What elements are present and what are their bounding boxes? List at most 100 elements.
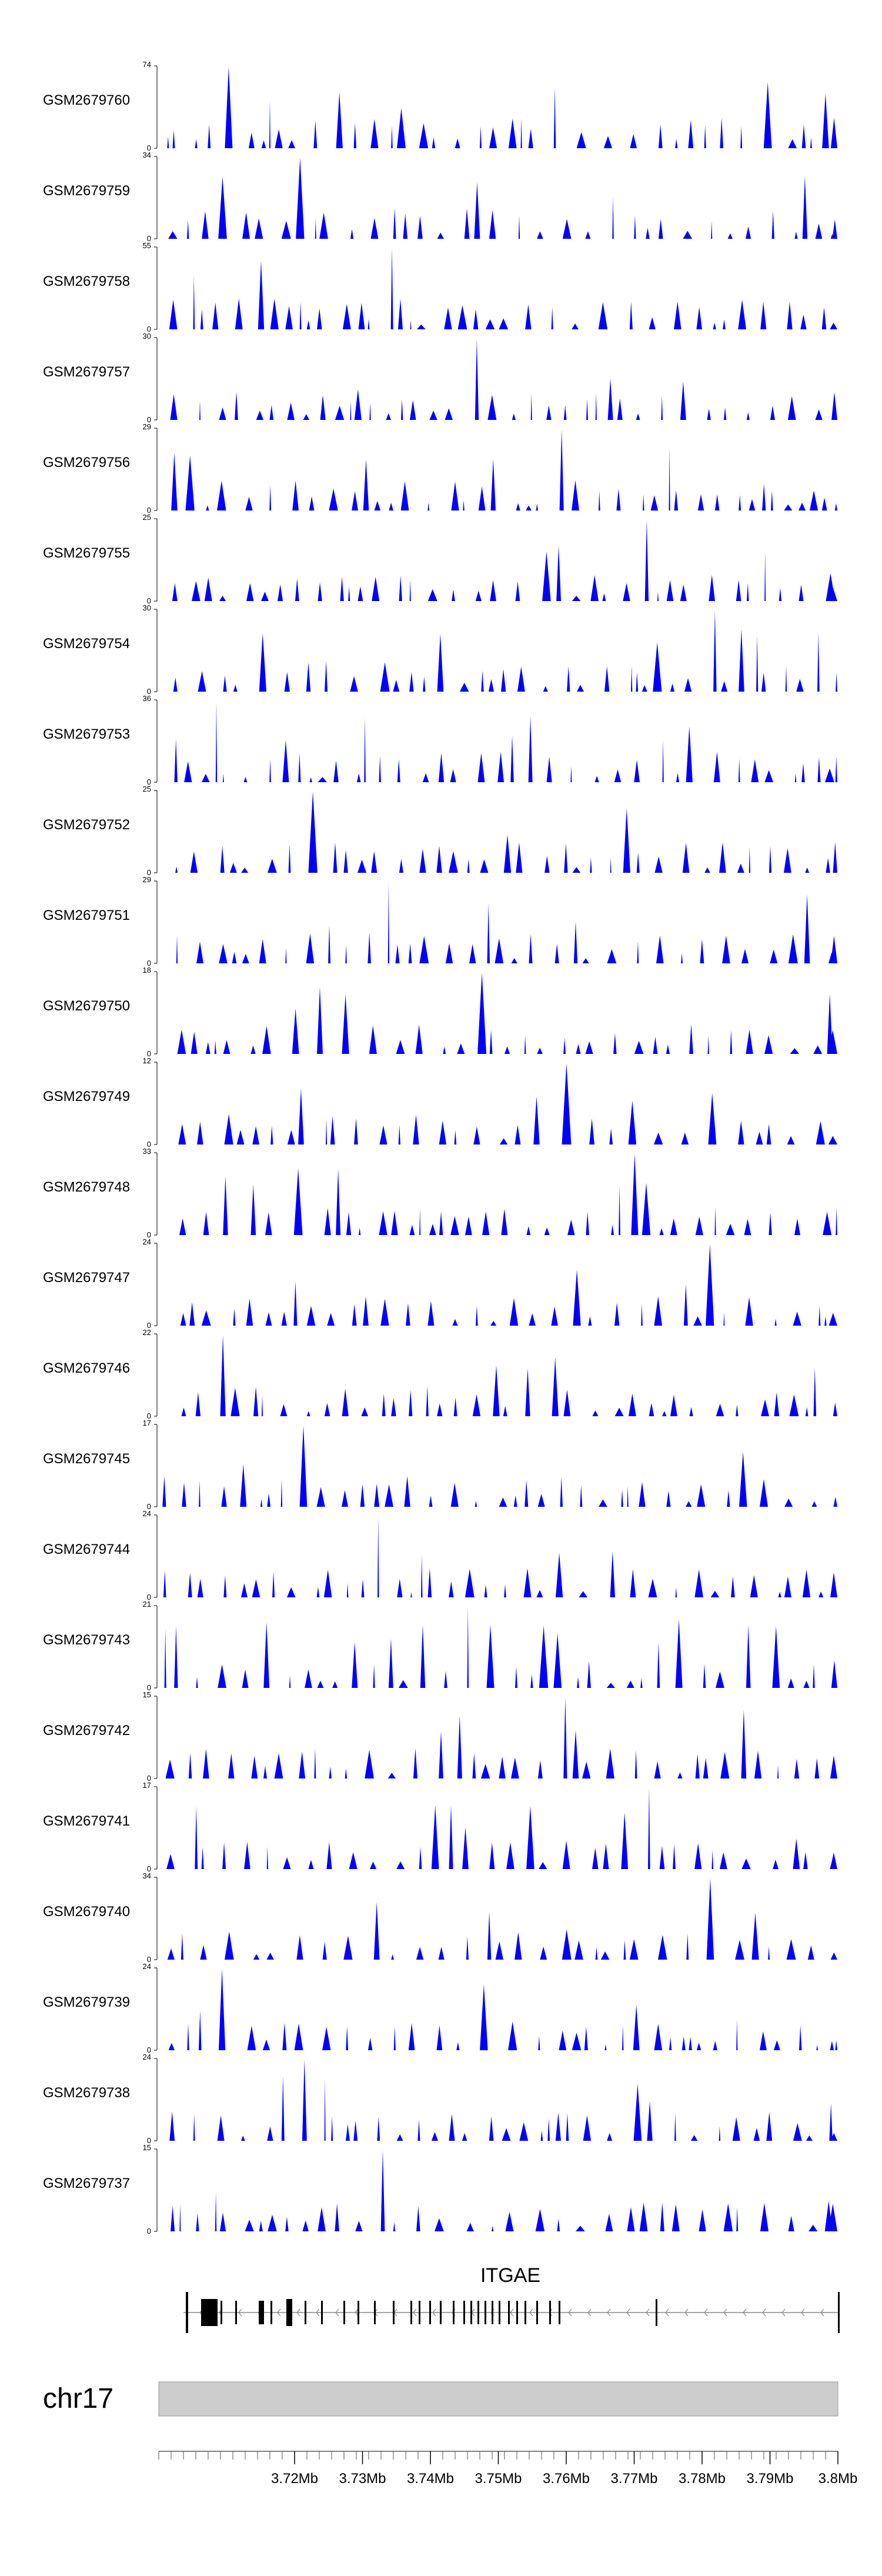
coverage-area [159, 1878, 838, 1960]
coverage-tracks: GSM2679760740GSM2679759340GSM2679758550G… [43, 60, 838, 2235]
y-tick-label-zero: 0 [147, 1683, 151, 1692]
coverage-track: GSM2679747 24 0 [43, 1237, 838, 1330]
coverage-area [159, 1063, 838, 1144]
strand-arrow [723, 2308, 727, 2317]
coverage-track: GSM2679759 34 0 [43, 151, 838, 243]
y-tick-label-max: 36 [143, 694, 151, 703]
y-tick-label-max: 21 [143, 1600, 151, 1609]
x-tick-label: 3.79Mb [746, 2471, 793, 2487]
y-tick-label-zero: 0 [147, 687, 151, 696]
strand-arrow [626, 2308, 630, 2317]
y-tick-label-max: 17 [143, 1781, 151, 1790]
coverage-area [159, 792, 838, 873]
y-tick-label-max: 17 [143, 1419, 151, 1427]
gene-exon [485, 2301, 486, 2324]
strand-arrow [801, 2308, 805, 2317]
track-label: GSM2679738 [43, 2085, 130, 2101]
coverage-area [159, 1426, 838, 1507]
gene-exon [536, 2301, 538, 2324]
y-tick-label-max: 33 [143, 1147, 151, 1156]
coverage-track: GSM2679742 15 0 [43, 1690, 838, 1783]
coverage-area [159, 1607, 838, 1688]
track-label: GSM2679744 [43, 1541, 130, 1557]
strand-arrow [432, 2308, 436, 2317]
y-tick-label-max: 24 [143, 1237, 151, 1246]
y-tick-label-zero: 0 [147, 144, 151, 152]
gene-exon [410, 2301, 412, 2324]
gene-exon [549, 2301, 551, 2324]
track-label: GSM2679759 [43, 183, 130, 199]
gene-exon [235, 2301, 237, 2324]
track-label: GSM2679751 [43, 907, 130, 923]
gene-exon [559, 2301, 560, 2324]
x-tick-label: 3.76Mb [543, 2471, 590, 2487]
coverage-track: GSM2679743 21 0 [43, 1600, 838, 1692]
x-tick-label: 3.73Mb [339, 2471, 386, 2487]
y-tick-label-zero: 0 [147, 2136, 151, 2145]
coverage-area [159, 1244, 838, 1326]
strand-arrow [684, 2308, 689, 2317]
coverage-track: GSM2679749 12 0 [43, 1056, 838, 1149]
strand-arrow [607, 2308, 611, 2317]
y-tick-label-max: 22 [143, 1328, 151, 1337]
strand-arrow [587, 2308, 592, 2317]
coverage-area [159, 158, 838, 239]
coverage-area [159, 248, 838, 329]
coverage-track: GSM2679753 36 0 [43, 694, 838, 786]
y-tick-label-max: 15 [143, 1690, 151, 1699]
gene-exon [477, 2301, 479, 2324]
y-tick-label-max: 12 [143, 1056, 151, 1065]
coverage-track: GSM2679752 25 0 [43, 785, 838, 877]
x-tick-label: 3.78Mb [679, 2471, 726, 2487]
track-label: GSM2679754 [43, 636, 130, 652]
coverage-track: GSM2679754 30 0 [43, 603, 838, 696]
chromosome-label: chr17 [43, 2383, 113, 2414]
coverage-track: GSM2679740 34 0 [43, 1871, 838, 1964]
coverage-track: GSM2679751 29 0 [43, 875, 838, 967]
gene-exon [286, 2299, 292, 2326]
y-tick-label-max: 24 [143, 1962, 151, 1971]
coverage-area [159, 67, 838, 148]
track-label: GSM2679737 [43, 2175, 130, 2191]
gene-exon [374, 2301, 376, 2324]
track-label: GSM2679746 [43, 1360, 130, 1376]
genomic-x-axis: 3.72Mb 3.73Mb 3.74Mb 3.75Mb 3.76Mb 3.77Mb 3.78… [158, 2451, 857, 2487]
coverage-area [159, 1154, 838, 1235]
coverage-track: GSM2679741 17 0 [43, 1781, 838, 1873]
y-tick-label-max: 25 [143, 785, 151, 793]
y-tick-label-max: 30 [143, 332, 151, 341]
track-label: GSM2679756 [43, 455, 130, 471]
y-tick-label-zero: 0 [147, 778, 151, 786]
y-tick-label-zero: 0 [147, 325, 151, 333]
track-label: GSM2679749 [43, 1089, 130, 1105]
gene-exon [508, 2301, 510, 2324]
coverage-track: GSM2679744 24 0 [43, 1509, 838, 1601]
chromosome-ideogram: chr17 [43, 2381, 838, 2417]
gene-exon [524, 2301, 526, 2324]
track-label: GSM2679750 [43, 998, 130, 1014]
gene-exon [220, 2301, 222, 2324]
gene-exon [419, 2301, 420, 2324]
track-label: GSM2679757 [43, 364, 130, 380]
coverage-area [159, 1969, 838, 2050]
track-label: GSM2679753 [43, 726, 130, 742]
y-tick-label-zero: 0 [147, 1230, 151, 1239]
coverage-track: GSM2679737 15 0 [43, 2143, 838, 2235]
chromosome-band [158, 2381, 838, 2417]
gene-exon [656, 2299, 657, 2326]
coverage-track: GSM2679756 29 0 [43, 422, 838, 515]
strand-arrow [277, 2308, 281, 2317]
y-tick-label-zero: 0 [147, 1412, 151, 1420]
gene-exon [358, 2301, 359, 2324]
coverage-track: GSM2679748 33 0 [43, 1147, 838, 1239]
y-tick-label-zero: 0 [147, 596, 151, 605]
y-tick-label-zero: 0 [147, 1955, 151, 1964]
coverage-area [159, 1335, 838, 1416]
gene-exon [429, 2301, 431, 2324]
gene-model: ITGAE [183, 2264, 840, 2333]
gene-exon [259, 2301, 264, 2324]
y-tick-label-zero: 0 [147, 1593, 151, 1601]
track-label: GSM2679742 [43, 1723, 130, 1739]
x-tick-label: 3.75Mb [475, 2471, 522, 2487]
